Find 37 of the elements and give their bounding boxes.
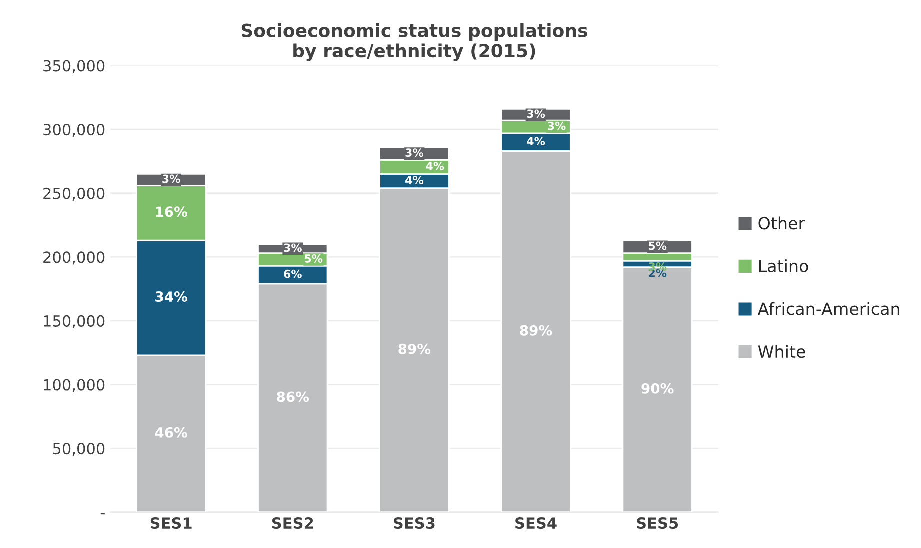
annotation: 3% xyxy=(548,122,566,130)
annotation: 3% xyxy=(406,148,424,158)
x-tick-label: SES4 xyxy=(516,518,557,530)
annotation: 86% xyxy=(277,392,310,402)
annotation: 4% xyxy=(406,176,424,184)
annotation: 3% xyxy=(527,110,546,118)
legend-label: African-American xyxy=(758,302,900,316)
annotation: 4% xyxy=(527,137,546,146)
annotation: 90% xyxy=(642,383,674,394)
x-tick-label: SES3 xyxy=(394,518,435,530)
annotation: 3% xyxy=(648,262,667,271)
annotation: 16% xyxy=(156,206,188,218)
annotation: 89% xyxy=(398,344,431,354)
legend-label: Other xyxy=(758,216,806,230)
annotation: 89% xyxy=(520,325,552,336)
x-tick-label: SES2 xyxy=(272,518,314,530)
annotation: 3% xyxy=(284,244,302,252)
annotation: 3% xyxy=(162,174,180,184)
annotation: 6% xyxy=(284,270,302,278)
y-tick-label: 250,000 xyxy=(44,188,105,201)
x-tick-label: SES5 xyxy=(637,518,678,530)
annotation: 5% xyxy=(649,242,667,250)
annotation: 4% xyxy=(426,162,444,170)
y-tick-label: 50,000 xyxy=(53,443,105,456)
legend-label: White xyxy=(758,345,806,358)
y-tick-label: 300,000 xyxy=(44,124,105,138)
annotation: 46% xyxy=(155,427,188,438)
y-tick-label: - xyxy=(100,513,105,515)
y-tick-label: 200,000 xyxy=(44,252,105,265)
annotation: 34% xyxy=(156,292,188,302)
y-tick-label: 100,000 xyxy=(44,379,105,392)
y-tick-label: 150,000 xyxy=(44,315,105,329)
x-tick-label: SES1 xyxy=(150,518,192,530)
legend-label: Latino xyxy=(759,260,808,273)
chart-title: Socioeconomic status populations by race/ethnicity (2015) xyxy=(242,23,588,62)
annotation: 5% xyxy=(304,254,323,263)
y-tick-label: 350,000 xyxy=(44,60,105,74)
